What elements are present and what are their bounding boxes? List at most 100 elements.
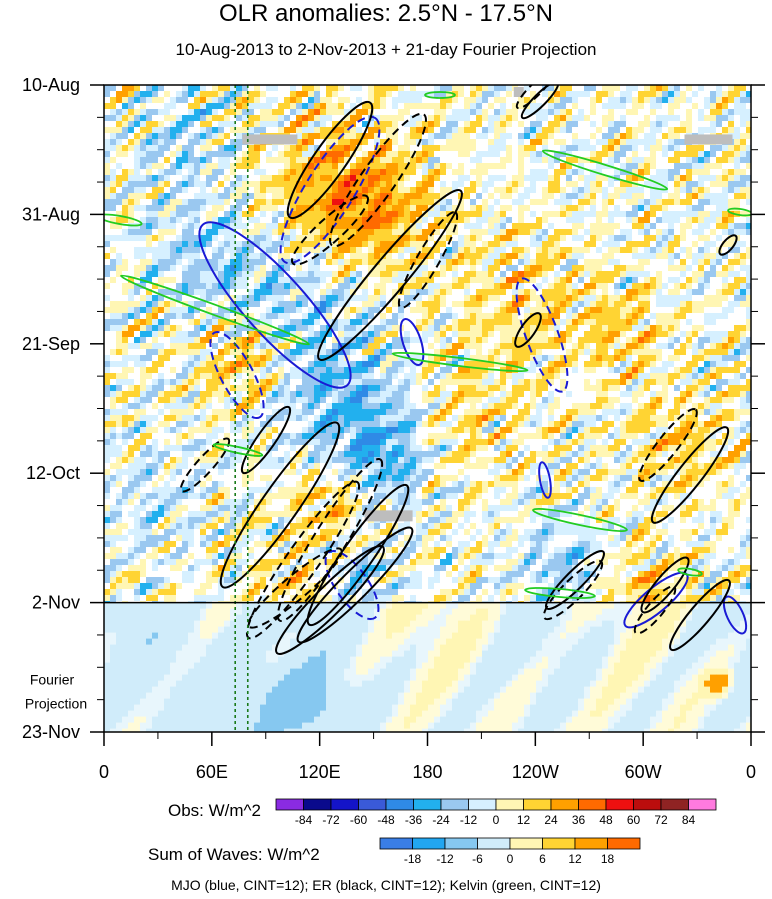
olr-cell [476, 355, 483, 362]
olr-cell [584, 169, 591, 176]
olr-cell [116, 355, 123, 362]
olr-cell [416, 187, 423, 194]
olr-cell [602, 145, 609, 152]
olr-cell [512, 337, 519, 344]
olr-cell [386, 217, 393, 224]
olr-cell [368, 283, 375, 290]
olr-cell [230, 151, 237, 158]
olr-cell [608, 307, 615, 314]
olr-cell [680, 277, 687, 284]
olr-cell [242, 217, 249, 224]
olr-cell [584, 193, 591, 200]
olr-cell [200, 133, 207, 140]
olr-cell [446, 259, 453, 266]
olr-cell [746, 109, 751, 116]
olr-cell [266, 307, 273, 314]
olr-cell [446, 355, 453, 362]
olr-cell [554, 283, 561, 290]
olr-cell [278, 145, 285, 152]
olr-cell [110, 103, 117, 110]
olr-cell [464, 91, 471, 98]
olr-cell [422, 343, 429, 350]
olr-cell [488, 331, 495, 338]
olr-cell [530, 289, 537, 296]
olr-cell [416, 199, 423, 206]
olr-cell [620, 271, 627, 278]
olr-cell [362, 241, 369, 248]
olr-cell [260, 193, 267, 200]
olr-cell [326, 139, 333, 146]
olr-cell [560, 241, 567, 248]
olr-cell [518, 241, 525, 248]
olr-cell [104, 181, 111, 188]
olr-cell [314, 247, 321, 254]
olr-cell [668, 295, 675, 302]
olr-cell [500, 235, 507, 242]
olr-cell [398, 283, 405, 290]
olr-cell [590, 175, 597, 182]
olr-cell [314, 181, 321, 188]
olr-cell [158, 193, 165, 200]
olr-cell [290, 97, 297, 104]
olr-cell [320, 151, 327, 158]
olr-cell [188, 313, 195, 320]
olr-cell [410, 247, 417, 254]
olr-cell [338, 121, 345, 128]
olr-cell [566, 229, 573, 236]
olr-cell [482, 199, 489, 206]
olr-cell [632, 283, 639, 290]
olr-cell [326, 109, 333, 116]
olr-cell [650, 127, 657, 134]
olr-cell [128, 205, 135, 212]
olr-cell [356, 307, 363, 314]
olr-cell [218, 283, 225, 290]
olr-cell [272, 259, 279, 266]
olr-cell [386, 103, 393, 110]
olr-cell [746, 217, 751, 224]
olr-cell [362, 259, 369, 266]
olr-cell [632, 97, 639, 104]
olr-cell [122, 217, 129, 224]
olr-cell [740, 349, 747, 356]
olr-cell [476, 115, 483, 122]
olr-cell [680, 307, 687, 314]
olr-cell [746, 139, 751, 146]
olr-cell [452, 259, 459, 266]
olr-cell [158, 199, 165, 206]
olr-cell [494, 289, 501, 296]
olr-cell [128, 109, 135, 116]
olr-cell [518, 313, 525, 320]
olr-cell [140, 325, 147, 332]
olr-cell [638, 235, 645, 242]
olr-cell [674, 85, 681, 92]
olr-cell [260, 211, 267, 218]
olr-cell [356, 319, 363, 326]
olr-cell [500, 145, 507, 152]
olr-cell [464, 205, 471, 212]
olr-cell [554, 157, 561, 164]
olr-cell [194, 181, 201, 188]
olr-cell [482, 121, 489, 128]
olr-cell [674, 289, 681, 296]
olr-cell [584, 163, 591, 170]
olr-cell [542, 223, 549, 230]
olr-cell [164, 283, 171, 290]
olr-cell [188, 181, 195, 188]
olr-cell [356, 133, 363, 140]
olr-cell [710, 331, 717, 338]
olr-cell [740, 265, 747, 272]
olr-cell [134, 133, 141, 140]
olr-cell [188, 361, 195, 368]
olr-cell [404, 85, 411, 92]
olr-cell [698, 331, 705, 338]
olr-cell [188, 349, 195, 356]
olr-cell [458, 139, 465, 146]
olr-cell [482, 91, 489, 98]
olr-cell [254, 85, 261, 92]
olr-cell [218, 115, 225, 122]
olr-cell [596, 205, 603, 212]
olr-cell [350, 121, 357, 128]
olr-cell [722, 139, 729, 146]
olr-cell [428, 355, 435, 362]
olr-cell [542, 313, 549, 320]
